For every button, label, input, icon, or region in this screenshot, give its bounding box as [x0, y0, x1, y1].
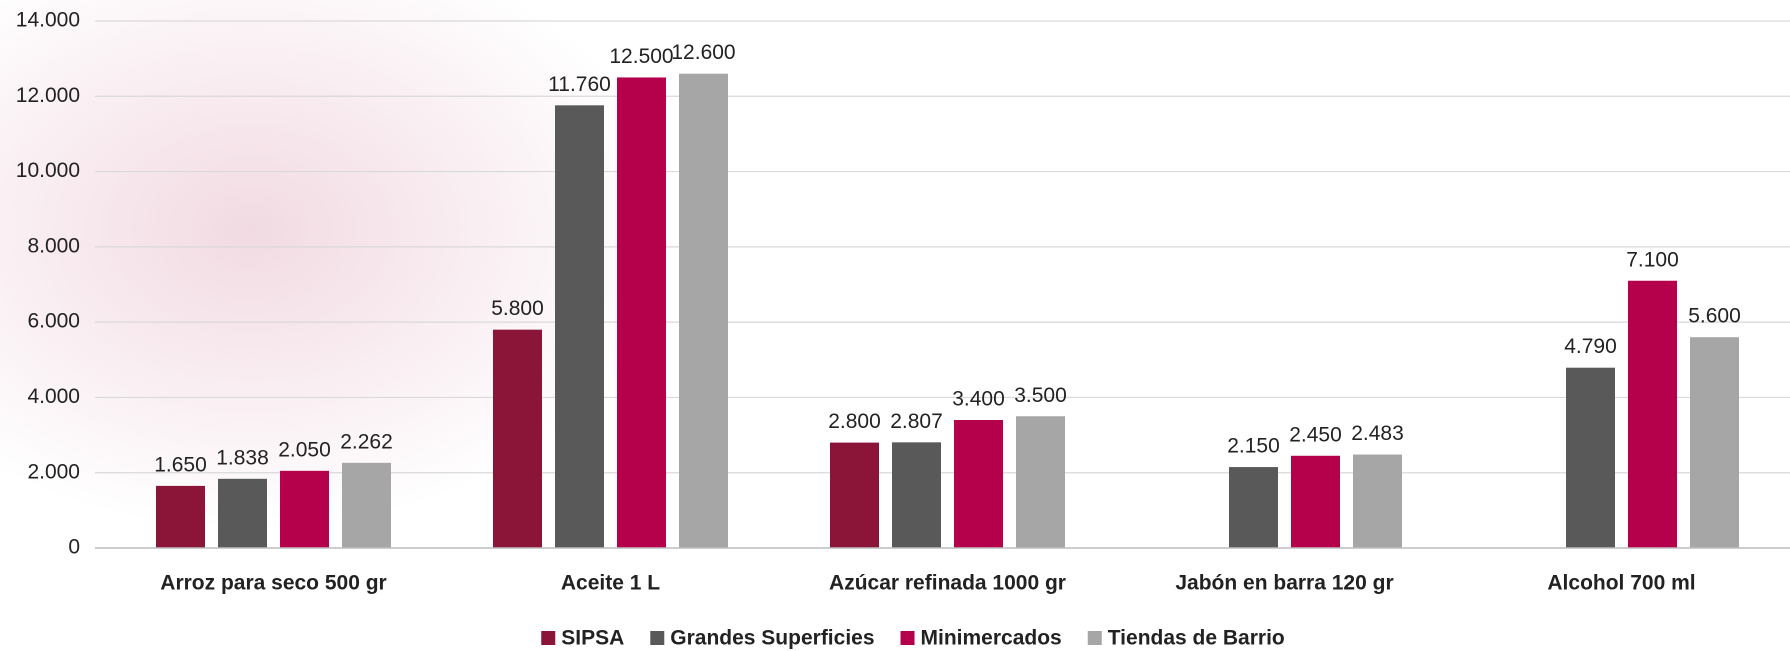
bar: [617, 77, 666, 548]
data-label: 2.483: [1351, 422, 1404, 445]
data-label: 2.050: [278, 438, 331, 461]
data-label: 4.790: [1564, 335, 1617, 358]
bar: [280, 470, 329, 548]
x-tick-label: Jabón en barra 120 gr: [1175, 572, 1393, 595]
y-tick-label: 14.000: [16, 9, 80, 32]
bar: [1229, 467, 1278, 548]
legend-label: Minimercados: [921, 627, 1062, 650]
bar: [218, 478, 267, 548]
y-tick-label: 10.000: [16, 159, 80, 182]
data-label: 2.450: [1289, 423, 1342, 446]
legend-swatch: [541, 631, 556, 645]
x-tick-label: Alcohol 700 ml: [1547, 572, 1695, 595]
bar: [954, 420, 1003, 548]
bar: [156, 485, 205, 548]
bar: [1291, 455, 1340, 548]
bar: [342, 462, 391, 548]
bar: [1016, 416, 1065, 548]
bar: [679, 73, 728, 548]
y-tick-label: 4.000: [27, 385, 80, 408]
legend-swatch: [1087, 631, 1102, 645]
y-tick-label: 2.000: [27, 460, 80, 483]
data-label: 7.100: [1626, 248, 1679, 271]
legend-label: Tiendas de Barrio: [1108, 627, 1285, 650]
bar: [1690, 337, 1739, 548]
data-label: 12.500: [609, 45, 673, 68]
legend-swatch: [650, 631, 665, 645]
x-tick-label: Azúcar refinada 1000 gr: [829, 572, 1066, 595]
x-tick-label: Arroz para seco 500 gr: [160, 572, 386, 595]
bar: [1353, 454, 1402, 548]
x-tick-label: Aceite 1 L: [561, 572, 660, 595]
bar: [493, 329, 542, 548]
bar: [1566, 367, 1615, 548]
data-label: 2.807: [890, 410, 943, 433]
bar: [830, 442, 879, 548]
legend-label: SIPSA: [561, 627, 624, 650]
bar: [892, 442, 941, 548]
data-label: 12.600: [671, 41, 735, 64]
data-label: 1.838: [216, 446, 269, 469]
data-label: 1.650: [154, 453, 207, 476]
legend-swatch: [900, 631, 915, 645]
data-label: 3.500: [1014, 384, 1067, 407]
data-label: 2.150: [1227, 435, 1280, 458]
data-label: 11.760: [548, 73, 611, 96]
data-label: 5.600: [1688, 305, 1741, 328]
data-label: 5.800: [491, 297, 544, 320]
data-label: 2.262: [340, 430, 393, 453]
data-label: 2.800: [828, 410, 881, 433]
bar: [1628, 280, 1677, 548]
y-tick-label: 6.000: [27, 310, 80, 333]
legend-label: Grandes Superficies: [670, 627, 874, 650]
y-tick-label: 12.000: [16, 84, 80, 107]
y-tick-label: 0: [68, 536, 80, 559]
data-label: 3.400: [952, 388, 1005, 411]
bar: [555, 105, 604, 548]
y-tick-label: 8.000: [27, 234, 80, 257]
